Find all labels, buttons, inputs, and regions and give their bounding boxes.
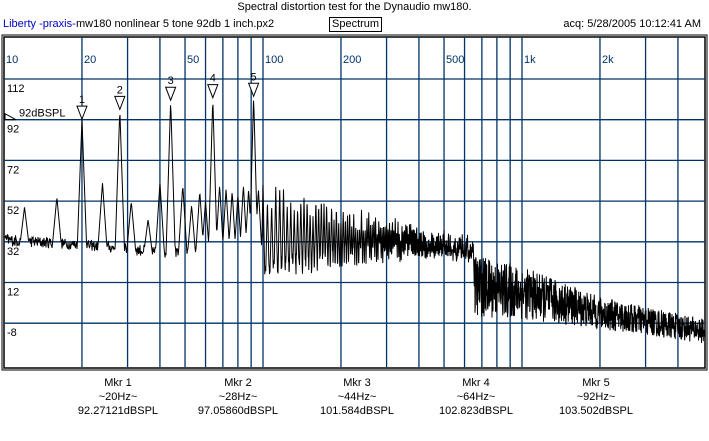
x-tick-label: 2k xyxy=(602,54,614,66)
y-tick-label: 72 xyxy=(7,164,19,176)
marker-value: 103.502dBSPL xyxy=(558,405,633,417)
marker-triangle-icon xyxy=(164,86,177,102)
marker-frequency: ~44Hz~ xyxy=(337,391,377,403)
marker-readout: Mkr 5 ~92Hz~ 103.502dBSPL xyxy=(546,376,646,418)
marker-number: 1 xyxy=(79,94,85,106)
marker-triangle-icon xyxy=(76,105,88,121)
marker-number: 5 xyxy=(251,71,257,83)
y-tick-label: 12 xyxy=(7,287,19,299)
plot-frame-outer xyxy=(1,34,708,371)
x-tick-label: 20 xyxy=(84,54,96,66)
marker-triangle-icon xyxy=(114,95,126,111)
marker-name: Mkr 1 xyxy=(104,377,132,389)
y-tick-label: 112 xyxy=(7,83,25,95)
marker-value: 101.584dBSPL xyxy=(319,405,394,417)
y-tick-label: -8 xyxy=(7,327,17,339)
marker-name: Mkr 4 xyxy=(462,377,490,389)
y-tick-label: 32 xyxy=(7,246,19,258)
file-name: mw180 nonlinear 5 tone 92db 1 inch.px2 xyxy=(76,18,275,30)
marker-value: 97.05860dBSPL xyxy=(197,405,279,417)
marker-triangle-icon xyxy=(207,84,219,100)
plot-frame xyxy=(3,36,706,369)
marker-readout: Mkr 1 ~20Hz~ 92.27121dBSPL xyxy=(68,376,168,418)
chart-title: Spectral distortion test for the Dynaudi… xyxy=(237,1,472,13)
x-tick-label: 50 xyxy=(187,54,199,66)
view-mode-button[interactable]: Spectrum xyxy=(329,17,383,32)
marker-frequency: ~64Hz~ xyxy=(456,391,496,403)
acquisition-timestamp: acq: 5/28/2005 10:12:41 AM xyxy=(563,18,701,30)
reference-level-label: 92dBSPL xyxy=(19,108,65,120)
y-tick-label: 92 xyxy=(7,124,19,136)
marker-frequency: ~20Hz~ xyxy=(98,391,138,403)
x-tick-label: 500 xyxy=(446,54,464,66)
marker-readout: Mkr 4 ~64Hz~ 102.823dBSPL xyxy=(426,376,526,418)
marker-number: 4 xyxy=(210,73,216,85)
x-tick-label: 200 xyxy=(343,54,361,66)
marker-frequency: ~92Hz~ xyxy=(576,391,616,403)
marker-triangle-icon xyxy=(247,82,260,98)
marker-readout: Mkr 3 ~44Hz~ 101.584dBSPL xyxy=(307,376,407,418)
marker-number: 2 xyxy=(117,84,123,96)
x-tick-label: 10 xyxy=(6,54,18,66)
spectrum-trace xyxy=(4,100,706,343)
marker-name: Mkr 5 xyxy=(582,377,610,389)
brand-label: Liberty -praxis- xyxy=(3,18,76,30)
x-tick-label: 100 xyxy=(265,54,283,66)
y-tick-label: 52 xyxy=(7,205,19,217)
marker-readout: Mkr 2 ~28Hz~ 97.05860dBSPL xyxy=(188,376,288,418)
marker-frequency: ~28Hz~ xyxy=(218,391,258,403)
marker-value: 92.27121dBSPL xyxy=(77,405,159,417)
reference-level-icon xyxy=(4,112,17,121)
marker-value: 102.823dBSPL xyxy=(438,405,513,417)
x-tick-label: 1k xyxy=(524,54,536,66)
marker-name: Mkr 2 xyxy=(224,377,252,389)
marker-number: 3 xyxy=(168,75,174,87)
marker-name: Mkr 3 xyxy=(343,377,371,389)
